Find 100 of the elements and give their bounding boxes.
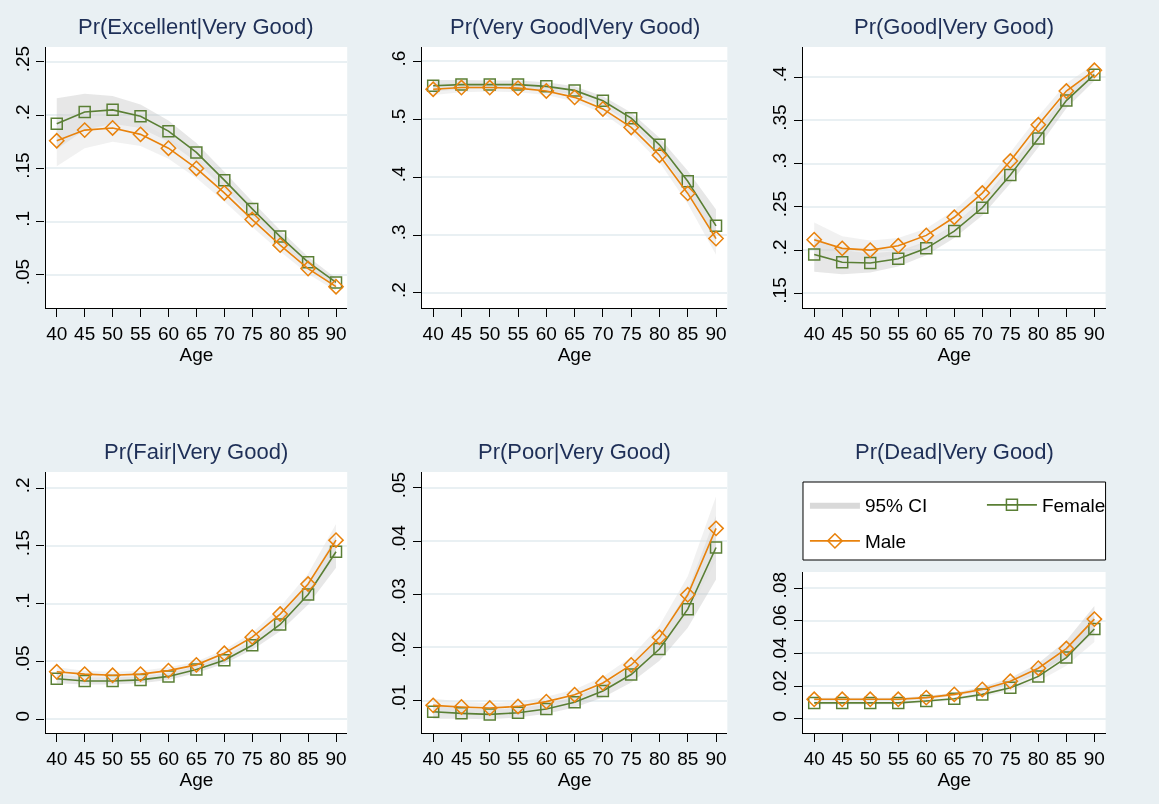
x-tick-label: 60 bbox=[915, 747, 937, 769]
point bbox=[481, 700, 498, 716]
point bbox=[50, 672, 63, 685]
x-tick-label: 85 bbox=[297, 747, 319, 769]
point bbox=[483, 78, 496, 91]
y-tick-label: .1 bbox=[11, 210, 33, 227]
x-axis-title: Age bbox=[937, 768, 972, 790]
y-tick-label: .15 bbox=[769, 277, 791, 304]
point bbox=[1030, 660, 1047, 677]
x-tick-label: 50 bbox=[102, 322, 124, 344]
point bbox=[453, 79, 470, 96]
y-tick-label: .2 bbox=[11, 104, 33, 121]
point bbox=[510, 698, 526, 715]
point bbox=[538, 83, 555, 99]
x-tick-label: 90 bbox=[1083, 747, 1105, 769]
x-axis-title: Age bbox=[937, 343, 972, 365]
point bbox=[162, 124, 175, 138]
point bbox=[653, 642, 666, 656]
point bbox=[862, 242, 879, 258]
point bbox=[190, 146, 203, 159]
point bbox=[244, 211, 261, 228]
point bbox=[807, 248, 821, 261]
point bbox=[300, 576, 316, 592]
x-tick-label: 40 bbox=[46, 747, 68, 769]
x-tick-label: 65 bbox=[943, 322, 965, 344]
point bbox=[566, 686, 583, 703]
point bbox=[1032, 670, 1045, 683]
x-tick-label: 45 bbox=[831, 747, 853, 769]
y-tick-label: .1 bbox=[11, 592, 33, 609]
point bbox=[78, 674, 91, 688]
point bbox=[329, 545, 343, 558]
x-tick-label: 85 bbox=[1055, 322, 1077, 344]
x-tick-label: 70 bbox=[592, 747, 614, 769]
point bbox=[328, 532, 344, 549]
x-tick-label: 50 bbox=[479, 322, 501, 344]
point bbox=[76, 122, 93, 138]
point bbox=[78, 105, 91, 119]
chart-title: Pr(Very Good|Very Good) bbox=[450, 14, 701, 39]
point bbox=[540, 702, 553, 716]
chart-title: Pr(Excellent|Very Good) bbox=[78, 14, 314, 39]
point bbox=[273, 618, 287, 631]
point bbox=[834, 691, 851, 708]
point bbox=[653, 138, 666, 152]
point bbox=[245, 638, 259, 652]
x-tick-label: 65 bbox=[943, 747, 965, 769]
point bbox=[892, 696, 905, 710]
y-tick-label: .4 bbox=[769, 66, 791, 83]
x-tick-label: 65 bbox=[564, 747, 586, 769]
point bbox=[834, 240, 851, 257]
point bbox=[273, 230, 287, 243]
x-tick-label: 40 bbox=[46, 322, 68, 344]
x-tick-label: 80 bbox=[1027, 322, 1049, 344]
x-tick-label: 60 bbox=[157, 747, 180, 769]
point bbox=[106, 103, 119, 117]
x-tick-label: 75 bbox=[620, 322, 642, 344]
x-tick-label: 85 bbox=[297, 322, 319, 344]
x-axis-title: Age bbox=[557, 768, 592, 790]
point bbox=[160, 140, 177, 157]
x-tick-label: 55 bbox=[129, 322, 152, 344]
x-tick-label: 50 bbox=[859, 747, 881, 769]
x-tick-label: 90 bbox=[1083, 322, 1105, 344]
point bbox=[976, 201, 989, 214]
y-tick-label: .6 bbox=[388, 50, 410, 67]
point bbox=[301, 588, 315, 601]
point bbox=[835, 255, 849, 269]
point bbox=[48, 132, 65, 149]
point bbox=[594, 101, 611, 117]
legend-label: 95% CI bbox=[864, 495, 928, 517]
point bbox=[1088, 68, 1101, 81]
y-tick-label: .4 bbox=[388, 166, 410, 183]
point bbox=[511, 706, 525, 720]
point bbox=[890, 237, 907, 254]
x-tick-label: 60 bbox=[535, 747, 557, 769]
point bbox=[974, 681, 991, 698]
x-tick-label: 80 bbox=[1027, 747, 1049, 769]
point bbox=[681, 175, 694, 188]
y-tick-label: .05 bbox=[388, 471, 410, 499]
y-tick-label: .01 bbox=[388, 684, 410, 711]
point bbox=[50, 117, 63, 130]
point bbox=[1060, 94, 1073, 107]
y-tick-label: .25 bbox=[769, 190, 791, 218]
x-tick-label: 85 bbox=[1055, 747, 1077, 769]
point bbox=[863, 256, 877, 270]
y-tick-label: .05 bbox=[11, 645, 33, 672]
chart-title: Pr(Fair|Very Good) bbox=[104, 439, 289, 464]
point bbox=[76, 666, 93, 682]
point bbox=[709, 541, 723, 554]
y-tick-label: .02 bbox=[388, 631, 410, 658]
point bbox=[566, 89, 583, 106]
y-tick-label: .35 bbox=[769, 104, 791, 131]
point bbox=[216, 185, 233, 201]
x-tick-label: 55 bbox=[129, 747, 152, 769]
point bbox=[162, 670, 175, 683]
point bbox=[708, 230, 724, 247]
y-tick-label: .05 bbox=[11, 258, 33, 286]
x-tick-label: 65 bbox=[185, 322, 207, 344]
point bbox=[918, 227, 935, 244]
legend-label: Male bbox=[864, 531, 907, 553]
x-tick-label: 50 bbox=[479, 747, 501, 769]
x-axis-title: Age bbox=[179, 343, 214, 365]
